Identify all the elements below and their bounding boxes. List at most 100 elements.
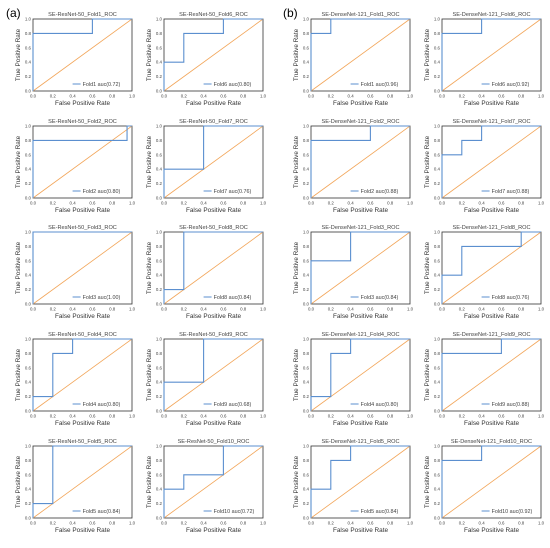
x-tick-label: 0.4 [201,94,208,99]
diagonal-line [310,125,411,199]
x-tick-label: 0.8 [387,521,394,526]
x-tick-label: 0.2 [50,521,57,526]
legend-label: Fold4 auc(0.80) [361,402,399,408]
y-tick-label: 0.0 [434,516,441,521]
x-tick-label: 0.4 [479,414,486,419]
y-tick-label: 1.0 [25,337,32,342]
y-tick-label: 0.0 [303,409,310,414]
y-tick-label: 0.4 [303,273,310,278]
chart-title: SE-ResNet-50_Fold9_ROC [179,332,248,338]
y-tick-label: 0.6 [156,365,163,370]
roc-chart: SE-DenseNet-121_Fold7_ROC 0.00.0 0.2 0.2 0.4… [424,119,545,214]
y-tick-label: 0.4 [25,167,32,172]
x-axis-label: False Positive Rate [333,207,388,214]
x-tick-label: 0.4 [201,307,208,312]
x-tick-label: 1.0 [260,201,267,206]
y-tick-label: 1.0 [434,124,441,129]
chart-title: SE-DenseNet-121_Fold7_ROC [452,119,530,125]
y-tick-label: 1.0 [303,337,310,342]
x-tick-label: 0.2 [181,521,188,526]
legend-label: Fold8 auc(0.76) [492,295,530,301]
y-tick-label: 0.4 [434,380,441,385]
chart-title: SE-ResNet-50_Fold10_ROC [178,439,250,445]
x-tick-label: 0.8 [240,201,247,206]
y-tick-label: 1.0 [434,337,441,342]
chart-title: SE-DenseNet-121_Fold1_ROC [321,12,399,18]
x-tick-label: 0.2 [328,521,335,526]
y-tick-label: 0.0 [303,516,310,521]
y-tick-label: 1.0 [303,230,310,235]
roc-chart: SE-DenseNet-121_Fold3_ROC 0.00.0 0.2 0.2 0.4… [293,225,414,320]
y-tick-label: 1.0 [303,124,310,129]
chart-title: SE-DenseNet-121_Fold2_ROC [321,119,399,125]
y-tick-label: 0.2 [156,181,163,186]
x-tick-label: 0.6 [220,521,227,526]
y-axis-label: True Positive Rate [146,348,153,401]
y-tick-label: 1.0 [434,230,441,235]
x-axis-label: False Positive Rate [55,527,110,534]
roc-curve [441,125,541,198]
y-tick-label: 0.8 [25,458,32,463]
y-axis-label: True Positive Rate [146,455,153,508]
x-tick-label: 1.0 [407,414,414,419]
x-tick-label: 0.2 [50,307,57,312]
y-tick-label: 0.6 [303,365,310,370]
chart-title: SE-DenseNet-121_Fold10_ROC [451,439,532,445]
y-tick-label: 0.6 [434,45,441,50]
y-tick-label: 0.4 [434,487,441,492]
chart-title: SE-ResNet-50_Fold8_ROC [179,225,248,231]
roc-curve [163,125,263,198]
legend-label: Fold6 auc(0.92) [492,82,530,88]
y-axis-label: True Positive Rate [15,241,22,294]
y-axis-label: True Positive Rate [15,348,22,401]
y-tick-label: 0.8 [25,31,32,36]
x-tick-label: 0.4 [348,201,355,206]
x-tick-label: 0.0 [308,201,315,206]
x-tick-label: 0.0 [308,94,315,99]
roc-curve [310,338,410,411]
y-tick-label: 0.0 [156,196,163,201]
y-tick-label: 0.4 [25,380,32,385]
chart-title: SE-DenseNet-121_Fold5_ROC [321,439,399,445]
x-tick-label: 0.6 [89,94,96,99]
x-tick-label: 0.2 [50,414,57,419]
y-tick-label: 0.6 [156,258,163,263]
x-tick-label: 0.8 [109,94,116,99]
chart-title: SE-ResNet-50_Fold5_ROC [48,439,117,445]
x-tick-label: 1.0 [129,201,136,206]
roc-chart: SE-ResNet-50_Fold10_ROC 0.00.0 0.2 0.2 0.4 0.… [146,439,267,534]
x-tick-label: 0.6 [220,94,227,99]
legend-label: Fold9 auc(0.88) [492,402,530,408]
legend-label: Fold7 auc(0.88) [492,189,530,195]
x-tick-label: 0.2 [459,94,466,99]
x-tick-label: 0.0 [439,307,446,312]
x-tick-label: 0.4 [479,521,486,526]
y-tick-label: 1.0 [156,337,163,342]
x-tick-label: 0.4 [479,307,486,312]
x-tick-label: 0.4 [70,94,77,99]
y-tick-label: 0.0 [25,89,32,94]
x-tick-label: 0.8 [518,307,525,312]
x-tick-label: 0.2 [328,307,335,312]
x-tick-label: 0.2 [181,307,188,312]
y-tick-label: 0.2 [156,394,163,399]
x-tick-label: 1.0 [129,307,136,312]
roc-curve [163,231,263,304]
roc-chart: SE-ResNet-50_Fold4_ROC 0.00.0 0.2 0.2 0.4 0.4… [15,332,136,427]
y-tick-label: 0.0 [25,409,32,414]
x-tick-label: 0.6 [367,521,374,526]
roc-curve [310,231,410,304]
x-tick-label: 1.0 [260,307,267,312]
roc-chart: SE-DenseNet-121_Fold8_ROC 0.00.0 0.2 0.2 0.4… [424,225,545,320]
chart-title: SE-ResNet-50_Fold2_ROC [48,119,117,125]
y-tick-label: 0.6 [156,45,163,50]
legend-label: Fold10 auc(0.92) [492,509,533,515]
y-axis-label: True Positive Rate [146,135,153,188]
x-tick-label: 0.8 [387,94,394,99]
x-tick-label: 0.6 [498,307,505,312]
panel-label-a: (a) [6,6,21,20]
roc-chart: SE-DenseNet-121_Fold2_ROC 0.00.0 0.2 0.2 0.4… [293,119,414,214]
y-tick-label: 0.0 [434,409,441,414]
y-tick-label: 0.0 [303,89,310,94]
